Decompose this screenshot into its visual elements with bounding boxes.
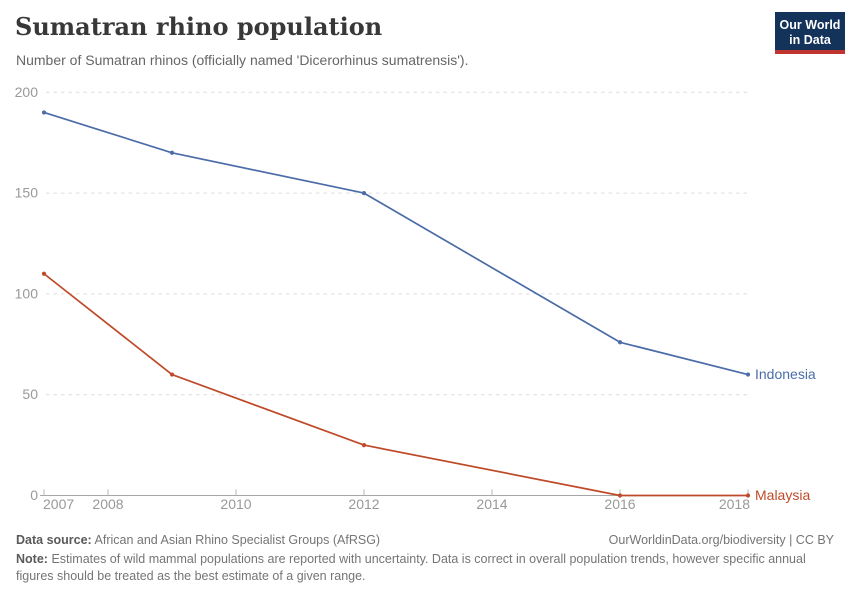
logo-red-bar <box>775 50 845 54</box>
point-malaysia-2016[interactable] <box>617 493 623 498</box>
x-tick-label-2018: 2018 <box>719 496 750 512</box>
page-title: Sumatran rhino population <box>15 12 383 41</box>
chart-footer: Data source: African and Asian Rhino Spe… <box>16 533 834 584</box>
chart-subtitle: Number of Sumatran rhinos (officially na… <box>16 52 469 68</box>
chart-note: Note: Estimates of wild mammal populatio… <box>16 551 821 584</box>
data-source-value: African and Asian Rhino Specialist Group… <box>94 533 381 547</box>
line-malaysia[interactable] <box>43 272 749 497</box>
data-source-label: Data source: <box>16 533 92 547</box>
point-malaysia-2018[interactable] <box>745 493 751 498</box>
x-tick-label-2010: 2010 <box>220 496 251 512</box>
logo-line2: in Data <box>789 33 831 47</box>
y-tick-label-150: 150 <box>15 185 39 201</box>
point-indonesia-2016[interactable] <box>617 340 623 345</box>
point-malaysia-2012[interactable] <box>361 443 367 448</box>
x-tick-label-2008: 2008 <box>92 496 123 512</box>
data-source: Data source: African and Asian Rhino Spe… <box>16 533 380 547</box>
y-tick-label-200: 200 <box>15 84 39 100</box>
point-indonesia-2009[interactable] <box>169 150 175 155</box>
x-tick-label-2012: 2012 <box>348 496 379 512</box>
owid-logo[interactable]: Our World in Data <box>775 12 845 54</box>
point-malaysia-2007[interactable] <box>41 271 47 276</box>
point-indonesia-2012[interactable] <box>361 191 367 196</box>
attribution-link[interactable]: OurWorldinData.org/biodiversity | CC BY <box>608 533 834 547</box>
series-label-indonesia[interactable]: Indonesia <box>755 366 816 382</box>
x-tick-label-2007: 2007 <box>43 496 74 512</box>
logo-line1: Our World <box>779 18 841 32</box>
y-tick-label-0: 0 <box>30 487 38 503</box>
y-tick-label-50: 50 <box>22 386 38 402</box>
note-label: Note: <box>16 552 48 566</box>
x-tick-label-2014: 2014 <box>476 496 507 512</box>
point-indonesia-2018[interactable] <box>745 372 751 377</box>
point-indonesia-2007[interactable] <box>41 110 47 115</box>
series-label-malaysia[interactable]: Malaysia <box>755 487 810 503</box>
y-tick-label-100: 100 <box>15 285 39 301</box>
note-text: Estimates of wild mammal populations are… <box>16 552 806 583</box>
line-indonesia[interactable] <box>43 111 749 376</box>
x-tick-label-2016: 2016 <box>604 496 635 512</box>
point-malaysia-2009[interactable] <box>169 372 175 377</box>
